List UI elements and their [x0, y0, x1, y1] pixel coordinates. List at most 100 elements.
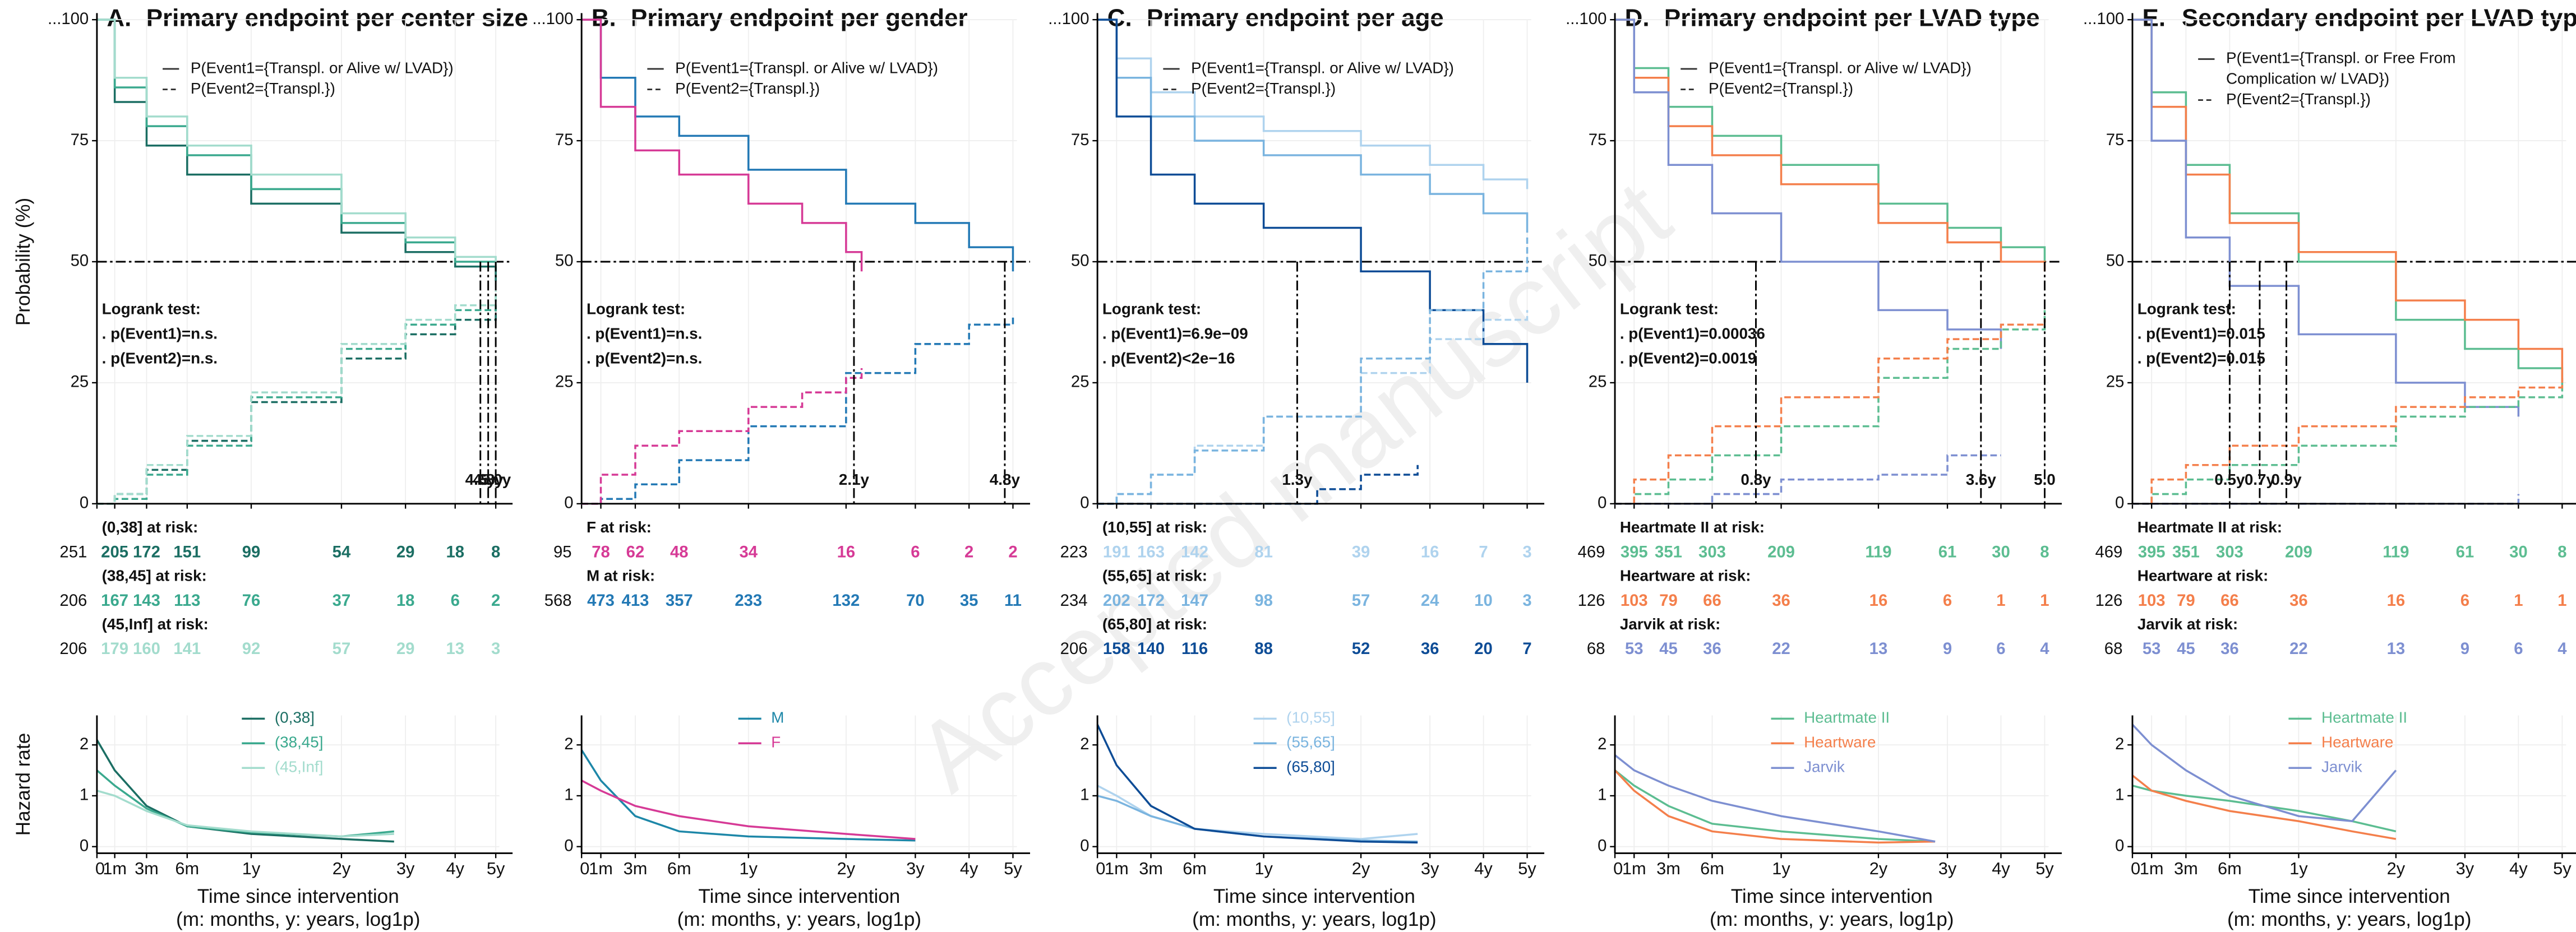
- risk-count: 351: [1655, 542, 1682, 561]
- risk-count: 303: [2216, 542, 2243, 561]
- survival-curve: [1615, 454, 2001, 505]
- logrank-text: . p(Event2)<2e−16: [1102, 350, 1235, 367]
- y-axis-title: Hazard rate: [12, 733, 34, 836]
- x-tick-label: 5y: [2553, 859, 2572, 878]
- y-tick-label: 0: [1598, 494, 1606, 512]
- x-tick-label: 4y: [960, 859, 978, 878]
- risk-count: 395: [2138, 542, 2166, 561]
- legend-label: Jarvik: [2321, 758, 2362, 776]
- risk-count: 6: [1996, 639, 2005, 658]
- legend-label: P(Event1={Transpl. or Free From: [2226, 49, 2456, 67]
- legend-label: (38,45]: [275, 734, 324, 751]
- risk-count: 45: [2177, 639, 2195, 658]
- legend-label: P(Event1={Transpl. or Alive w/ LVAD}): [1191, 59, 1454, 76]
- risk-count: 16: [837, 542, 856, 561]
- x-tick-label: 2y: [2387, 859, 2406, 878]
- panel-letter: C.: [1107, 4, 1132, 32]
- risk-count: 140: [1137, 639, 1165, 658]
- y-tick-label: 75: [71, 131, 89, 149]
- risk-count: 206: [59, 639, 87, 658]
- risk-count: 7: [1479, 542, 1488, 561]
- x-tick-label: 3m: [1656, 859, 1681, 878]
- x-tick-label: 0: [580, 859, 589, 878]
- x-tick-label: 6m: [2218, 859, 2242, 878]
- y-tick-label: 2: [1080, 735, 1089, 753]
- risk-label: Heartmate II at risk:: [2138, 518, 2282, 536]
- y-tick-label: 25: [1071, 373, 1090, 391]
- x-tick-label: 2y: [1869, 859, 1888, 878]
- risk-count: 29: [396, 542, 415, 561]
- x-tick-label: 3y: [396, 859, 415, 878]
- risk-label: Jarvik at risk:: [1620, 615, 1720, 633]
- risk-count: 143: [133, 591, 160, 610]
- hazard-curve: [580, 749, 916, 842]
- x-tick-label: 1m: [589, 859, 613, 878]
- risk-count: 24: [1421, 591, 1439, 610]
- x-tick-label: 4y: [2509, 859, 2528, 878]
- risk-count: 206: [1060, 639, 1088, 658]
- risk-count: 3: [491, 639, 500, 658]
- x-tick-label: 4y: [446, 859, 464, 878]
- risk-count: 119: [1865, 542, 1891, 561]
- x-tick-label: 3m: [2174, 859, 2198, 878]
- risk-count: 22: [2289, 639, 2308, 658]
- risk-count: 39: [1352, 542, 1370, 561]
- x-tick-label: 0: [2131, 859, 2140, 878]
- risk-count: 16: [1869, 591, 1888, 610]
- survival-curve: [1615, 18, 2046, 272]
- survival-curve: [1615, 310, 2046, 505]
- risk-count: 68: [1587, 639, 1605, 658]
- risk-count: 62: [626, 542, 645, 561]
- legend-label: P(Event1={Transpl. or Alive w/ LVAD}): [675, 59, 938, 76]
- median-label: 4.6y: [465, 471, 496, 488]
- risk-count: 1: [2557, 591, 2566, 610]
- risk-count: 8: [2557, 542, 2566, 561]
- risk-count: 61: [1938, 542, 1957, 561]
- legend-label: (45,Inf]: [275, 758, 324, 776]
- risk-count: 4: [2040, 639, 2049, 658]
- panel-title: Primary endpoint per gender: [631, 4, 968, 32]
- survival-curve: [1097, 18, 1529, 383]
- x-tick-label: 4y: [1992, 859, 2010, 878]
- x-tick-label: 1y: [242, 859, 261, 878]
- risk-count: 2: [964, 542, 973, 561]
- panel-letter: B.: [592, 4, 616, 32]
- x-tick-label: 6m: [1700, 859, 1724, 878]
- x-tick-label: 0: [95, 859, 105, 878]
- panel-title: Primary endpoint per center size: [146, 4, 528, 32]
- y-tick-label: 2: [1598, 735, 1606, 753]
- risk-count: 116: [1181, 639, 1208, 658]
- y-tick-label: ...100: [48, 10, 89, 28]
- survival-curve: [581, 368, 863, 505]
- risk-count: 68: [2104, 639, 2123, 658]
- risk-count: 1: [2514, 591, 2523, 610]
- x-tick-label: 3y: [2456, 859, 2475, 878]
- survival-curve: [1097, 237, 1529, 505]
- risk-count: 2: [1008, 542, 1017, 561]
- risk-count: 3: [1522, 542, 1531, 561]
- risk-count: 473: [587, 591, 615, 610]
- x-axis-title: (m: months, y: years, log1p): [677, 908, 921, 930]
- risk-count: 6: [2514, 639, 2523, 658]
- y-tick-label: 0: [1598, 836, 1606, 855]
- risk-count: 66: [2220, 591, 2239, 610]
- y-tick-label: 50: [555, 252, 574, 270]
- risk-count: 18: [396, 591, 415, 610]
- y-tick-label: ...100: [532, 10, 573, 28]
- risk-count: 158: [1103, 639, 1130, 658]
- risk-count: 103: [2138, 591, 2166, 610]
- risk-count: 20: [1474, 639, 1493, 658]
- legend-label: Heartmate II: [2321, 709, 2407, 726]
- risk-count: 36: [1421, 639, 1439, 658]
- risk-count: 54: [333, 542, 351, 561]
- y-tick-label: 1: [2115, 786, 2124, 804]
- risk-count: 103: [1621, 591, 1648, 610]
- legend-label: Heartware: [2321, 734, 2393, 751]
- risk-count: 9: [2460, 639, 2469, 658]
- y-tick-label: 0: [2115, 494, 2124, 512]
- y-tick-label: 0: [1080, 836, 1089, 855]
- panel-letter: E.: [2143, 4, 2166, 32]
- risk-count: 36: [1772, 591, 1790, 610]
- risk-count: 395: [1621, 542, 1648, 561]
